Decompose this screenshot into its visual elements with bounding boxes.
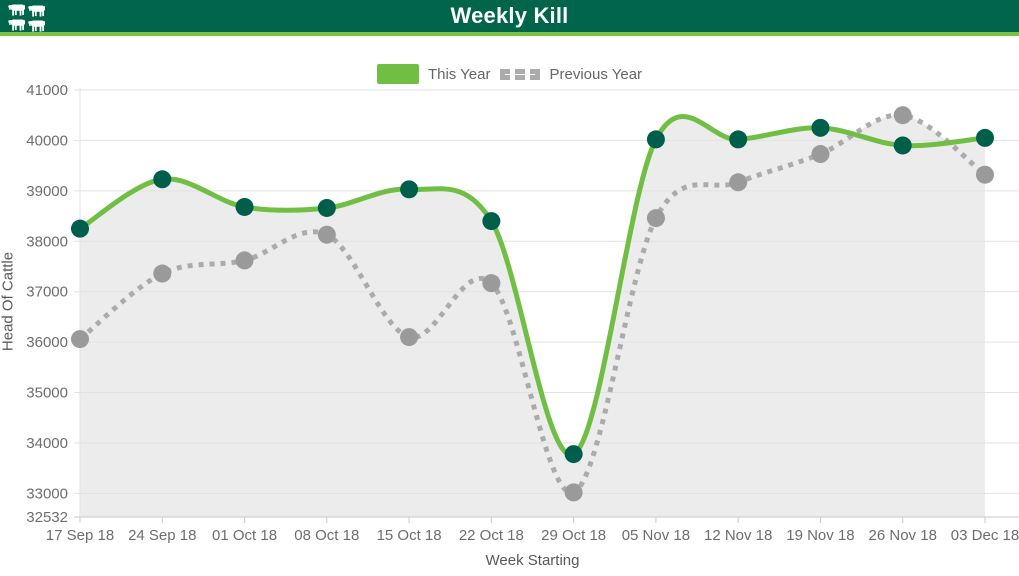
this-year-swatch: [376, 64, 419, 84]
data-point-previous-year[interactable]: [71, 330, 89, 349]
data-point-previous-year[interactable]: [153, 264, 172, 283]
x-tick-label: 24 Sep 18: [128, 527, 196, 544]
y-tick-label: 38000: [26, 233, 68, 250]
data-point-this-year[interactable]: [729, 130, 748, 149]
x-tick-label: 01 Oct 18: [212, 527, 277, 544]
chart-legend: This Year Previous Year: [0, 62, 1019, 86]
legend-item-this-year[interactable]: This Year: [376, 64, 491, 84]
y-tick-label: 32532: [26, 509, 68, 526]
data-point-this-year[interactable]: [71, 219, 89, 238]
data-point-previous-year[interactable]: [646, 209, 665, 228]
x-tick-label: 29 Oct 18: [541, 527, 606, 544]
legend-item-previous-year[interactable]: Previous Year: [500, 66, 642, 83]
data-point-previous-year[interactable]: [235, 251, 254, 270]
data-point-this-year[interactable]: [893, 136, 912, 155]
legend-label: Previous Year: [549, 65, 643, 83]
data-point-previous-year[interactable]: [976, 165, 994, 184]
x-tick-label: 05 Nov 18: [622, 527, 690, 544]
x-tick-label: 17 Sep 18: [46, 527, 114, 544]
data-point-previous-year[interactable]: [893, 106, 912, 125]
x-tick-label: 22 Oct 18: [459, 527, 524, 544]
data-point-previous-year[interactable]: [564, 483, 583, 502]
data-point-previous-year[interactable]: [400, 328, 419, 347]
data-point-this-year[interactable]: [976, 128, 994, 147]
data-point-this-year[interactable]: [235, 197, 254, 216]
y-tick-label: 33000: [26, 485, 68, 502]
y-tick-label: 37000: [26, 284, 68, 301]
data-point-this-year[interactable]: [646, 130, 665, 149]
y-tick-label: 36000: [26, 334, 68, 351]
app-header: Weekly Kill: [0, 0, 1019, 36]
previous-year-swatch: [500, 68, 541, 80]
data-point-this-year[interactable]: [811, 118, 830, 137]
x-tick-label: 08 Oct 18: [294, 527, 359, 544]
y-tick-label: 34000: [26, 435, 68, 452]
y-tick-label: 40000: [26, 132, 68, 149]
data-point-this-year[interactable]: [400, 180, 419, 199]
y-tick-label: 41000: [26, 82, 68, 99]
y-tick-label: 39000: [26, 183, 68, 200]
data-point-this-year[interactable]: [317, 198, 336, 217]
x-tick-label: 12 Nov 18: [704, 527, 772, 544]
data-point-this-year[interactable]: [153, 170, 172, 189]
data-point-previous-year[interactable]: [317, 225, 336, 244]
x-tick-label: 03 Dec 18: [951, 527, 1019, 544]
data-point-previous-year[interactable]: [482, 274, 501, 293]
page-title: Weekly Kill: [450, 3, 569, 28]
y-axis-title: Head Of Cattle: [0, 251, 17, 352]
data-point-this-year[interactable]: [564, 445, 583, 464]
legend-label: This Year: [427, 65, 491, 83]
data-point-previous-year[interactable]: [729, 173, 748, 192]
x-tick-label: 15 Oct 18: [377, 527, 442, 544]
data-point-previous-year[interactable]: [811, 145, 830, 164]
x-axis-title: Week Starting: [485, 552, 580, 569]
y-tick-label: 35000: [26, 385, 68, 402]
x-tick-label: 19 Nov 18: [786, 527, 854, 544]
data-point-this-year[interactable]: [482, 212, 501, 231]
x-tick-label: 26 Nov 18: [869, 527, 937, 544]
area-fill-previous-year: [80, 114, 985, 518]
